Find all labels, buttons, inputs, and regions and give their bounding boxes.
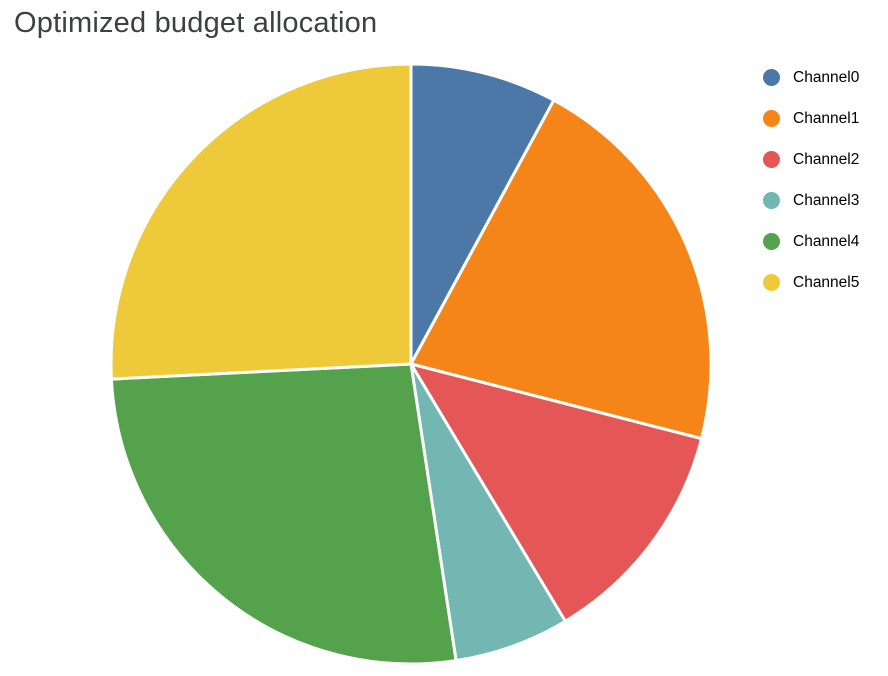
legend-label: Channel3 [793,192,860,209]
legend-swatch-channel2 [763,151,780,168]
legend-item-channel5: Channel5 [763,274,859,291]
legend-item-channel3: Channel3 [763,192,859,209]
legend-swatch-channel3 [763,192,780,209]
chart-title: Optimized budget allocation [14,7,378,39]
legend: Channel0 Channel1 Channel2 Channel3 Channel4… [763,69,859,315]
legend-swatch-channel0 [763,69,780,86]
pie-slice-channel1 [409,98,713,441]
legend-label: Channel0 [793,69,860,86]
legend-label: Channel5 [793,274,860,291]
legend-item-channel0: Channel0 [763,69,859,86]
legend-label: Channel1 [793,110,860,127]
pie-slice-channel4 [109,362,458,666]
legend-swatch-channel1 [763,110,780,127]
legend-label: Channel2 [793,151,860,168]
pie-slice-channel0 [409,62,556,366]
legend-item-channel4: Channel4 [763,233,859,250]
legend-item-channel2: Channel2 [763,151,859,168]
pie-slice-channel3 [409,362,567,663]
legend-label: Channel4 [793,233,860,250]
pie-slice-channel5 [109,62,413,381]
legend-item-channel1: Channel1 [763,110,859,127]
legend-swatch-channel4 [763,233,780,250]
pie-slice-channel2 [409,362,704,623]
legend-swatch-channel5 [763,274,780,291]
